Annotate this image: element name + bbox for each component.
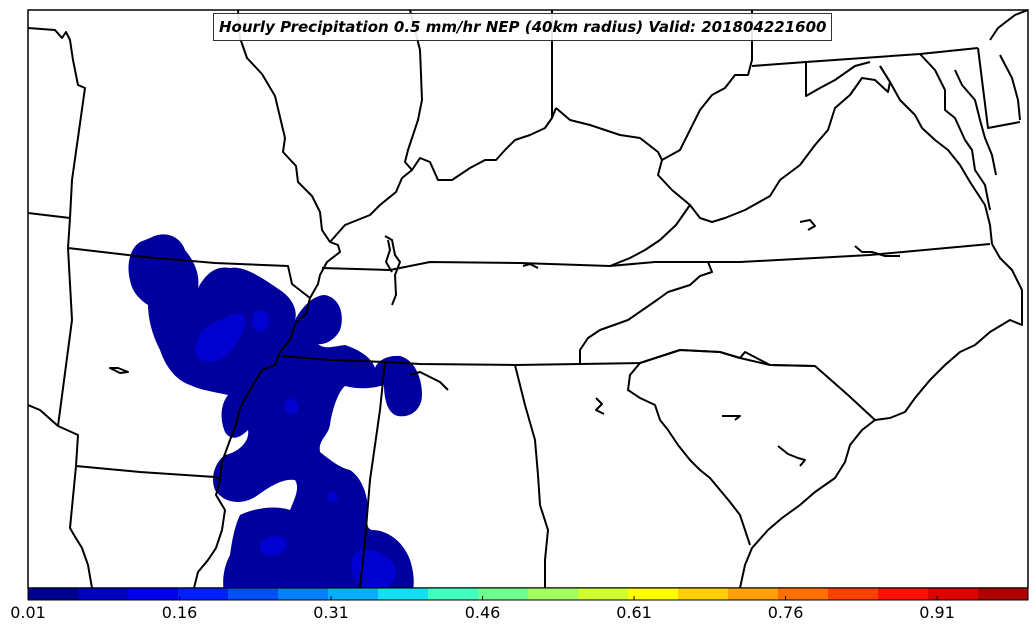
ohio-river-west bbox=[329, 107, 557, 243]
precip-contour-low bbox=[128, 234, 422, 588]
mississippi-south bbox=[193, 313, 307, 588]
coast-nc bbox=[874, 243, 1023, 421]
lake-kentucky-2 bbox=[385, 239, 393, 273]
colorbar-frame bbox=[27, 587, 1029, 601]
border-west-3 bbox=[28, 404, 59, 427]
lake-3 bbox=[799, 219, 816, 231]
colorbar-tick-label: 0.91 bbox=[919, 603, 955, 622]
colorbar-segment bbox=[628, 588, 679, 600]
mississippi-north bbox=[237, 10, 341, 299]
border-sc-ga bbox=[627, 362, 751, 546]
lake-6 bbox=[722, 415, 741, 421]
colorbar-segment bbox=[778, 588, 829, 600]
border-pa-md bbox=[751, 47, 979, 67]
colorbar bbox=[27, 587, 1029, 601]
colorbar-tick-label: 0.16 bbox=[161, 603, 198, 622]
border-ky-wv-va bbox=[657, 65, 891, 223]
lake-1 bbox=[522, 263, 539, 269]
border-oh-wv bbox=[661, 10, 753, 161]
colorbar-segment bbox=[278, 588, 329, 600]
colorbar-tick-label: 0.01 bbox=[10, 603, 46, 622]
colorbar-segment bbox=[478, 588, 529, 600]
precipitation-field bbox=[128, 234, 422, 588]
border-ky-va bbox=[609, 204, 691, 267]
map-title: Hourly Precipitation 0.5 mm/hr NEP (40km… bbox=[213, 13, 833, 41]
lake-5 bbox=[595, 397, 605, 415]
colorbar-tick-label: 0.31 bbox=[313, 603, 349, 622]
border-nc-sc bbox=[639, 349, 876, 421]
colorbar-segment bbox=[228, 588, 279, 600]
border-tn-ky bbox=[321, 243, 991, 271]
border-west-2 bbox=[57, 217, 79, 536]
chesapeake-east bbox=[954, 69, 997, 176]
border-tn-nc bbox=[579, 261, 713, 364]
colorbar-segment bbox=[328, 588, 379, 600]
colorbar-segment bbox=[78, 588, 129, 600]
colorbar-segment bbox=[828, 588, 879, 600]
coast-nj bbox=[989, 10, 1028, 41]
colorbar-tick-label: 0.61 bbox=[616, 603, 652, 622]
lake-7 bbox=[777, 445, 806, 467]
colorbar-segment bbox=[528, 588, 579, 600]
border-md-wv bbox=[805, 61, 871, 97]
colorbar-tick-label: 0.46 bbox=[464, 603, 501, 622]
chesapeake-west bbox=[919, 53, 991, 211]
colorbar-segment bbox=[878, 588, 929, 600]
colorbar-tick-label: 0.76 bbox=[767, 603, 804, 622]
border-de bbox=[977, 47, 1021, 129]
precip-contour-high bbox=[195, 310, 396, 588]
border-il-in bbox=[404, 10, 423, 171]
coast-va bbox=[879, 65, 993, 245]
colorbar-segment bbox=[978, 588, 1029, 600]
border-ga-al bbox=[514, 364, 549, 588]
colorbar-segment bbox=[928, 588, 979, 600]
coast-sc bbox=[739, 419, 876, 588]
border-ar-la bbox=[75, 465, 223, 481]
state-boundaries bbox=[28, 10, 1028, 588]
colorbar-segment bbox=[428, 588, 479, 600]
coast-de bbox=[999, 54, 1021, 121]
lake-2 bbox=[854, 245, 900, 257]
lake-4 bbox=[109, 367, 129, 374]
border-west-1 bbox=[28, 27, 86, 219]
colorbar-segment bbox=[728, 588, 779, 600]
lake-kentucky bbox=[384, 235, 401, 306]
river-tennessee bbox=[409, 371, 449, 391]
colorbar-segment bbox=[178, 588, 229, 600]
river-red bbox=[73, 534, 93, 588]
colorbar-segment bbox=[28, 588, 79, 600]
colorbar-segment bbox=[678, 588, 729, 600]
ohio-river-east bbox=[555, 107, 663, 161]
colorbar-segment bbox=[578, 588, 629, 600]
colorbar-segment bbox=[128, 588, 179, 600]
colorbar-segment bbox=[378, 588, 429, 600]
border-al-ms bbox=[359, 361, 386, 588]
